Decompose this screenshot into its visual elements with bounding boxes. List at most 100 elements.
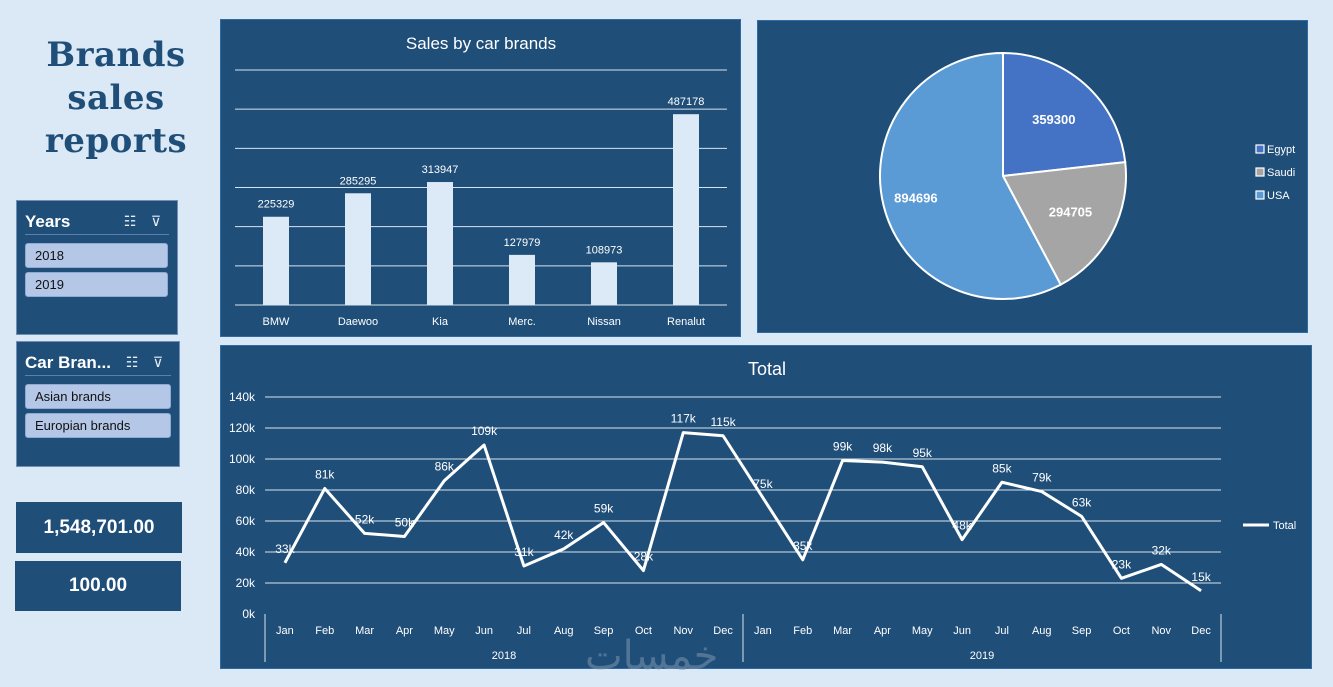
line-data-label: 32k bbox=[1152, 543, 1172, 557]
kpi-percentage: 100.00 bbox=[15, 561, 181, 611]
legend-swatch bbox=[1255, 144, 1265, 154]
x-month-label: Dec bbox=[1191, 625, 1211, 637]
x-month-label: May bbox=[434, 625, 455, 637]
legend-swatch bbox=[1255, 190, 1265, 200]
bar-category-label: Nissan bbox=[587, 316, 621, 328]
line-data-label: 35k bbox=[793, 539, 813, 553]
line-data-label: 109k bbox=[471, 424, 498, 438]
pie-chart: 359300 294705 894696 Egypt Saudi USA bbox=[879, 51, 1295, 300]
x-month-label: Feb bbox=[315, 625, 334, 637]
line-data-label: 75k bbox=[753, 477, 773, 491]
bar-data-label: 225329 bbox=[258, 199, 295, 211]
brands-slicer-title: Car Bran... bbox=[25, 352, 111, 372]
x-month-label: Oct bbox=[635, 625, 652, 637]
line-chart-title: Total bbox=[748, 359, 786, 379]
pie-data-label: 294705 bbox=[1049, 205, 1092, 220]
y-tick-label: 20k bbox=[236, 576, 256, 590]
bar-category-label: Daewoo bbox=[338, 316, 378, 328]
bar-merc[interactable] bbox=[509, 254, 535, 305]
y-tick-label: 100k bbox=[229, 452, 256, 466]
x-month-label: Feb bbox=[793, 625, 812, 637]
line-chart: Total 33k 81k 52k 50k 86k 109k 31k 42k 59k 28k 117… bbox=[229, 359, 1296, 662]
pie-data-label: 359300 bbox=[1032, 112, 1075, 127]
pie-data-label: 894696 bbox=[894, 191, 937, 206]
line-data-label: 99k bbox=[833, 440, 853, 454]
line-data-label: 52k bbox=[355, 512, 375, 526]
x-month-label: Jul bbox=[517, 625, 531, 637]
multi-select-icon[interactable]: ☷ bbox=[123, 213, 137, 229]
slicer-item-2019[interactable]: 2019 bbox=[25, 272, 168, 297]
watermark: خمسات bbox=[585, 633, 719, 679]
bar-data-label: 285295 bbox=[340, 175, 377, 187]
line-data-label: 86k bbox=[435, 460, 455, 474]
bar-nissan[interactable] bbox=[591, 262, 617, 305]
x-month-label: May bbox=[912, 625, 933, 637]
pie-slice-usa[interactable] bbox=[879, 51, 1063, 300]
x-month-label: Mar bbox=[833, 625, 852, 637]
bar-chart-title: Sales by car brands bbox=[406, 34, 556, 53]
years-slicer: Years ☷ ⊽ 2018 2019 bbox=[16, 200, 178, 335]
x-month-label: Dec bbox=[713, 625, 733, 637]
x-month-label: Jun bbox=[953, 625, 971, 637]
y-tick-label: 120k bbox=[229, 421, 256, 435]
line-data-label: 42k bbox=[554, 528, 574, 542]
bar-kia[interactable] bbox=[427, 182, 453, 305]
line-data-label: 95k bbox=[913, 446, 933, 460]
line-chart-panel: Total 33k 81k 52k 50k 86k 109k 31k 42k 59k 28k 117… bbox=[220, 345, 1312, 669]
line-data-label: 115k bbox=[711, 415, 737, 429]
bar-chart: Sales by car brands 225329 285295 313947 12… bbox=[235, 34, 727, 328]
clear-filter-icon[interactable]: ⊽ bbox=[152, 354, 164, 370]
line-data-label: 28k bbox=[634, 550, 654, 564]
slicer-item-europian-brands[interactable]: Europian brands bbox=[25, 413, 171, 438]
kpi-total-sales: 1,548,701.00 bbox=[16, 502, 182, 553]
x-month-label: Jun bbox=[475, 625, 493, 637]
x-month-label: Nov bbox=[673, 625, 693, 637]
line-data-label: 85k bbox=[992, 461, 1012, 475]
pie-slice-egypt[interactable] bbox=[1002, 51, 1127, 178]
line-data-label: 15k bbox=[1191, 570, 1211, 584]
bar-daewoo[interactable] bbox=[345, 193, 371, 305]
legend-swatch bbox=[1255, 167, 1265, 177]
bar-data-label: 313947 bbox=[422, 164, 459, 176]
bar-category-label: Kia bbox=[432, 316, 449, 328]
bar-data-label: 487178 bbox=[668, 96, 705, 108]
legend-label-usa: USA bbox=[1267, 190, 1290, 202]
slicer-item-2018[interactable]: 2018 bbox=[25, 243, 168, 268]
y-tick-label: 140k bbox=[229, 390, 256, 404]
pie-chart-panel: 359300 294705 894696 Egypt Saudi USA bbox=[757, 20, 1308, 333]
line-data-label: 31k bbox=[514, 545, 534, 559]
x-month-label: Aug bbox=[554, 625, 574, 637]
bar-renalut[interactable] bbox=[673, 114, 699, 305]
line-data-label: 98k bbox=[873, 441, 893, 455]
line-data-label: 63k bbox=[1072, 495, 1092, 509]
line-data-label: 50k bbox=[395, 516, 415, 530]
line-data-label: 117k bbox=[671, 412, 697, 426]
legend-label-saudi: Saudi bbox=[1267, 167, 1295, 179]
x-month-label: Apr bbox=[396, 625, 413, 637]
bar-bmw[interactable] bbox=[263, 216, 289, 305]
line-data-label: 79k bbox=[1032, 471, 1052, 485]
x-year-label: 2019 bbox=[970, 650, 994, 662]
x-month-label: Aug bbox=[1032, 625, 1052, 637]
y-tick-label: 40k bbox=[236, 545, 256, 559]
bar-category-label: Merc. bbox=[508, 316, 536, 328]
x-month-label: Apr bbox=[874, 625, 891, 637]
years-slicer-title: Years bbox=[25, 211, 71, 231]
multi-select-icon[interactable]: ☷ bbox=[125, 354, 139, 370]
bar-category-label: BMW bbox=[263, 316, 291, 328]
x-month-label: Mar bbox=[355, 625, 374, 637]
line-data-label: 59k bbox=[594, 502, 614, 516]
brands-slicer-header: Car Bran... ☷ ⊽ bbox=[25, 350, 171, 376]
pie-slice-saudi[interactable] bbox=[1001, 161, 1127, 286]
clear-filter-icon[interactable]: ⊽ bbox=[150, 213, 162, 229]
bar-data-label: 127979 bbox=[504, 237, 541, 249]
x-month-label: Jan bbox=[276, 625, 294, 637]
slicer-item-asian-brands[interactable]: Asian brands bbox=[25, 384, 171, 409]
line-data-label: 23k bbox=[1112, 557, 1132, 571]
x-month-label: Sep bbox=[1072, 625, 1092, 637]
dashboard-title: Brands sales reports bbox=[18, 34, 214, 163]
x-month-label: Sep bbox=[594, 625, 614, 637]
years-slicer-header: Years ☷ ⊽ bbox=[25, 209, 169, 235]
line-data-label: 33k bbox=[275, 542, 295, 556]
series-total-line[interactable] bbox=[283, 431, 1202, 593]
